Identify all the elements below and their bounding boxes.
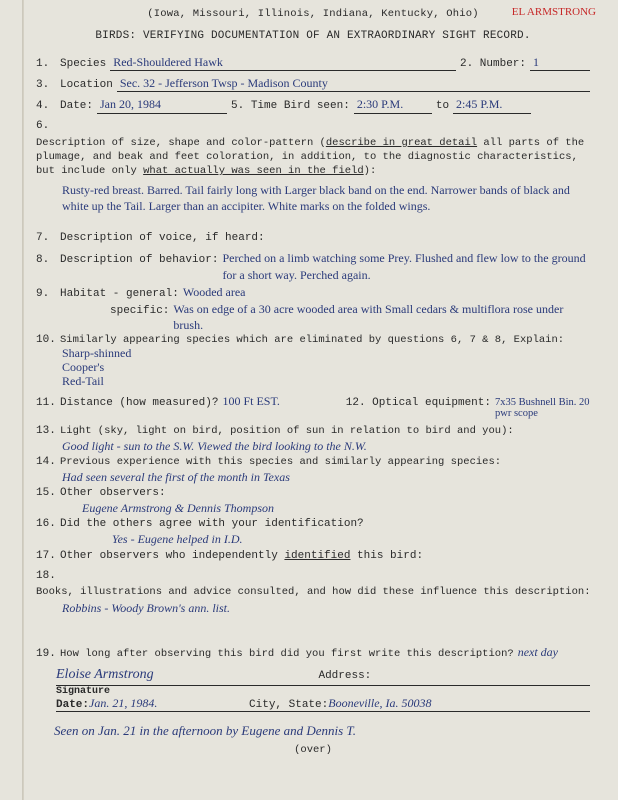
row-q11-12: 11. Distance (how measured)? 100 Ft EST.… <box>36 393 590 419</box>
q8-label: Description of behavior: <box>60 254 218 266</box>
q1-answer: Red-Shouldered Hawk <box>110 56 456 71</box>
q7-num: 7. <box>36 232 56 244</box>
row-q19: 19. How long after observing this bird d… <box>36 644 590 660</box>
q9-label-g: Habitat - general: <box>60 288 179 300</box>
row-q8: 8. Description of behavior: Perched on a… <box>36 250 590 282</box>
q16-answer: Yes - Eugene helped in I.D. <box>112 531 590 547</box>
bottom-note: Seen on Jan. 21 in the afternoon by Euge… <box>54 722 590 740</box>
q17-u: identified <box>284 550 350 562</box>
q19-num: 19. <box>36 648 56 660</box>
q9-num: 9. <box>36 288 56 300</box>
q16-num: 16. <box>36 518 56 530</box>
q3-num: 3. <box>36 79 56 91</box>
q3-label: Location <box>60 79 113 91</box>
q10-answer: Sharp-shinned Cooper's Red-Tail <box>62 347 590 388</box>
row-q18: 18. Books, illustrations and advice cons… <box>36 570 590 598</box>
q13-label: Light (sky, light on bird, position of s… <box>60 425 514 437</box>
q12-answer: 7x35 Bushnell Bin. 20 pwr scope <box>495 397 590 419</box>
q18-num: 18. <box>36 570 56 582</box>
q17-num: 17. <box>36 550 56 562</box>
row-q16: 16. Did the others agree with your ident… <box>36 518 590 530</box>
row-q7: 7. Description of voice, if heard: <box>36 232 590 244</box>
sig-date: Jan. 21, 1984. <box>89 695 249 711</box>
q6-label-a: Description of size, shape and color-pat… <box>36 137 326 149</box>
q14-answer: Had seen several the first of the month … <box>62 469 590 485</box>
row-q17: 17. Other observers who independently id… <box>36 550 590 562</box>
q14-label: Previous experience with this species an… <box>60 456 501 468</box>
q17-end: this bird: <box>350 550 423 562</box>
form-title: BIRDS: VERIFYING DOCUMENTATION OF AN EXT… <box>36 30 590 42</box>
q19-label: How long after observing this bird did y… <box>60 648 514 660</box>
q1-label: Species <box>60 58 106 70</box>
q5-ans-b: 2:45 P.M. <box>453 98 531 113</box>
row-location: 3. Location Sec. 32 - Jefferson Twsp - M… <box>36 77 590 92</box>
row-q6: 6. Description of size, shape and color-… <box>36 120 590 179</box>
q8-num: 8. <box>36 254 56 266</box>
addr-label: Address: <box>318 670 371 682</box>
q10-label: Similarly appearing species which are el… <box>60 334 564 346</box>
q13-num: 13. <box>36 425 56 437</box>
over-label: (over) <box>36 744 590 756</box>
region-line: (Iowa, Missouri, Illinois, Indiana, Kent… <box>36 8 590 20</box>
q6-text: Description of size, shape and color-pat… <box>36 136 590 179</box>
q11-answer: 100 Ft EST. <box>222 393 279 409</box>
q15-label: Other observers: <box>60 487 166 499</box>
q6-u2: what actually was seen in the field <box>143 165 364 177</box>
q4-answer: Jan 20, 1984 <box>97 98 227 113</box>
q10-num: 10. <box>36 334 56 346</box>
q6-u1: describe in great detail <box>326 137 477 149</box>
q9-ans-g: Wooded area <box>183 284 246 300</box>
q7-label: Description of voice, if heard: <box>60 232 265 244</box>
q13-answer: Good light - sun to the S.W. Viewed the … <box>62 438 590 454</box>
row-q9s: specific: Was on edge of a 30 acre woode… <box>110 301 590 333</box>
q5-ans-a: 2:30 P.M. <box>354 98 432 113</box>
q18-answer: Robbins - Woody Brown's ann. list. <box>62 600 590 616</box>
q17-label-a: Other observers who independently <box>60 550 284 562</box>
q11-label: Distance (how measured)? <box>60 397 218 409</box>
row-q10: 10. Similarly appearing species which ar… <box>36 334 590 346</box>
q19-answer: next day <box>518 644 558 660</box>
q8-answer: Perched on a limb watching some Prey. Fl… <box>222 250 590 282</box>
q9-ans-s: Was on edge of a 30 acre wooded area wit… <box>173 301 590 333</box>
q5-to: to <box>436 100 449 112</box>
q5-label: 5. Time Bird seen: <box>231 100 350 112</box>
q15-num: 15. <box>36 487 56 499</box>
q6-answer: Rusty-red breast. Barred. Tail fairly lo… <box>62 182 590 214</box>
q6-num: 6. <box>36 120 56 132</box>
date-label: Date: <box>56 699 89 711</box>
q6-end: ): <box>364 165 377 177</box>
signature-block: Eloise Armstrong Address: Signature Date… <box>56 666 590 712</box>
city-label: City, State: <box>249 699 328 711</box>
q17-label: Other observers who independently identi… <box>60 550 423 562</box>
q2-label: 2. Number: <box>460 58 526 70</box>
q4-label: Date: <box>60 100 93 112</box>
q1-num: 1. <box>36 58 56 70</box>
q15-answer: Eugene Armstrong & Dennis Thompson <box>82 500 590 516</box>
q9-label-s: specific: <box>110 305 169 317</box>
q2-answer: 1 <box>530 56 590 71</box>
sig-city: Booneville, Ia. 50038 <box>328 695 590 711</box>
q11-num: 11. <box>36 397 56 409</box>
q18-label: Books, illustrations and advice consulte… <box>36 586 591 598</box>
red-annotation: EL ARMSTRONG <box>512 6 596 18</box>
row-species: 1. Species Red-Shouldered Hawk 2. Number… <box>36 56 590 71</box>
row-q15: 15. Other observers: <box>36 487 590 499</box>
q4-num: 4. <box>36 100 56 112</box>
q16-label: Did the others agree with your identific… <box>60 518 364 530</box>
signature: Eloise Armstrong <box>56 666 318 685</box>
row-q13: 13. Light (sky, light on bird, position … <box>36 425 590 437</box>
q12-label: 12. Optical equipment: <box>346 397 491 409</box>
row-q14: 14. Previous experience with this specie… <box>36 456 590 468</box>
q14-num: 14. <box>36 456 56 468</box>
row-date: 4. Date: Jan 20, 1984 5. Time Bird seen:… <box>36 98 590 113</box>
row-q9g: 9. Habitat - general: Wooded area <box>36 284 590 300</box>
q3-answer: Sec. 32 - Jefferson Twsp - Madison Count… <box>117 77 590 92</box>
